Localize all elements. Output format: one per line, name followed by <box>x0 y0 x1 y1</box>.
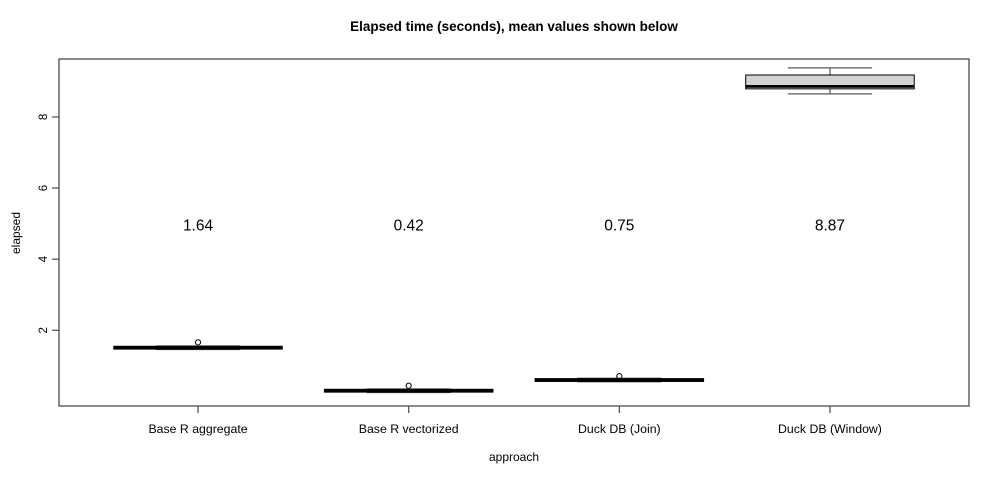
mean-value-label: 0.42 <box>394 217 424 234</box>
x-category-label: Duck DB (Window) <box>778 422 882 436</box>
x-category-label: Duck DB (Join) <box>578 422 661 436</box>
mean-value-label: 1.64 <box>183 217 214 234</box>
x-category-label: Base R vectorized <box>359 422 459 436</box>
x-axis-title: approach <box>488 450 540 464</box>
mean-value-label: 0.75 <box>604 217 634 234</box>
x-category-label: Base R aggregate <box>148 422 247 436</box>
chart-title: Elapsed time (seconds), mean values show… <box>350 19 678 34</box>
mean-value-label: 8.87 <box>815 217 845 234</box>
y-tick-label: 8 <box>38 114 50 120</box>
y-tick-label: 6 <box>38 185 50 191</box>
plot-frame <box>58 58 970 407</box>
outlier-point <box>616 373 623 380</box>
y-tick-label: 2 <box>38 327 50 333</box>
y-tick-label: 4 <box>38 255 50 262</box>
outlier-point <box>405 382 412 389</box>
outlier-point <box>194 339 202 346</box>
